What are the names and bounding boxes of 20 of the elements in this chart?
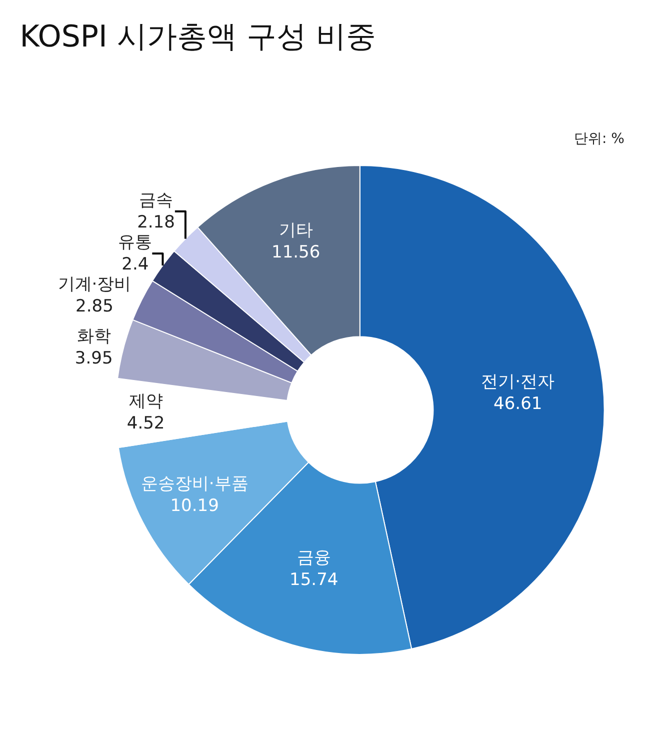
data-label: 4.52	[126, 414, 165, 434]
slice-label: 전기·전자	[481, 372, 555, 392]
data-label: 46.61	[494, 394, 542, 414]
data-label: 2.18	[137, 212, 175, 232]
data-label: 11.56	[272, 242, 320, 262]
data-label: 10.19	[170, 496, 219, 516]
slice-label: 유통	[118, 232, 152, 252]
slice-label: 금속	[139, 190, 174, 210]
chart-title: KOSPI 시가총액 구성 비중	[20, 20, 376, 55]
data-label: 3.95	[74, 348, 113, 368]
data-label: 15.74	[290, 570, 338, 590]
slice-label: 제약	[128, 392, 163, 412]
data-label: 2.4	[122, 254, 149, 275]
data-label: 2.85	[76, 296, 114, 317]
slice-label: 운송장비·부품	[140, 474, 248, 494]
slice-label: 기타	[278, 220, 313, 240]
slice-label: 화학	[76, 326, 111, 346]
text: 단위: %	[574, 131, 624, 147]
slice-label: 금융	[296, 548, 331, 568]
slice-label: 기계·장비	[58, 274, 132, 295]
